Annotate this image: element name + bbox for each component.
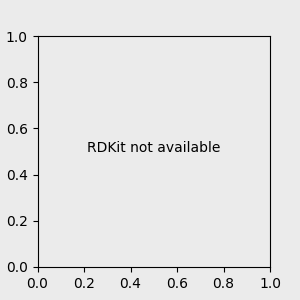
- Text: RDKit not available: RDKit not available: [87, 140, 220, 154]
